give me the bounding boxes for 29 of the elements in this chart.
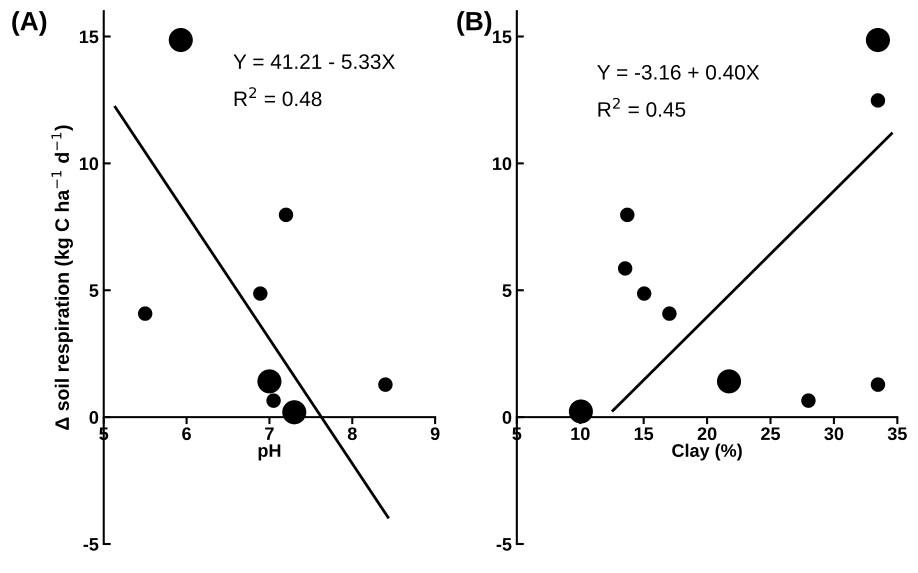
y-tick-label: -5 [84,538,98,551]
x-tick-label: 15 [634,428,654,440]
y-tick-label: 5 [89,284,98,297]
y-tick-label: 5 [502,284,512,297]
x-tick-label: 6 [182,427,191,440]
y-tick-label: 0 [90,411,98,424]
x-tick-label: 8 [348,427,357,440]
y-tick-label: 10 [493,157,512,170]
x-tick-label: 20 [698,427,716,440]
annotation: Y = 41.21 - 5.33X [233,54,395,70]
y-tick-label: 10 [80,157,98,170]
chart-title: (A) [12,11,46,36]
x-tick-label: 9 [430,427,440,440]
y-tick-label: 15 [493,30,512,44]
x-tick-label: 10 [571,427,590,440]
x-tick-label: 35 [888,427,907,440]
chart-title: (B) [457,11,492,36]
y-tick-label: 0 [502,411,512,424]
annotation: R$^{2}$ = 0.48 [234,87,322,106]
x-axis-title: Clay (%) [672,444,742,461]
y-axis-title: Δ soil respiration (kg C ha$^{−1}$ d$^{−1}$) [51,125,73,430]
x-tick-label: 25 [761,427,780,440]
x-axis-title: pH [258,444,280,461]
annotation: R$^{2}$ = 0.45 [598,98,686,117]
y-tick-label: -5 [496,538,512,551]
y-tick-label: 15 [80,30,98,44]
annotation: Y = -3.16 + 0.40X [597,64,760,80]
x-tick-label: 30 [824,427,844,440]
x-tick-label: 7 [265,428,274,440]
